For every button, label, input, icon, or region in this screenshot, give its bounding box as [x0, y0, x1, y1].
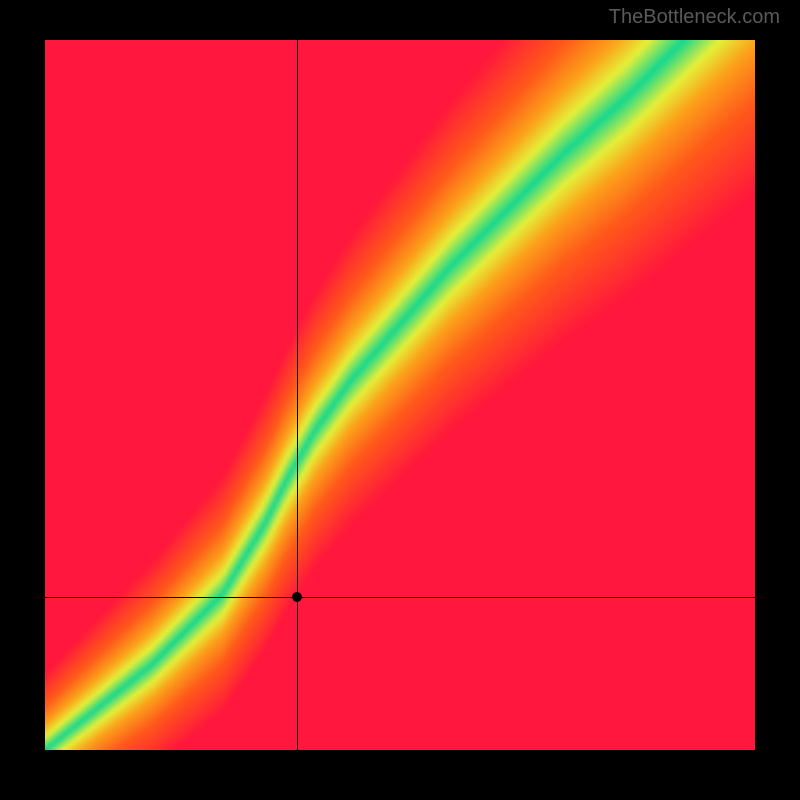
watermark-text: TheBottleneck.com: [609, 6, 780, 29]
crosshair-horizontal: [45, 597, 755, 598]
crosshair-point: [292, 592, 302, 602]
heatmap-canvas: [45, 40, 755, 750]
crosshair-vertical: [297, 40, 298, 750]
plot-frame: [45, 40, 755, 750]
